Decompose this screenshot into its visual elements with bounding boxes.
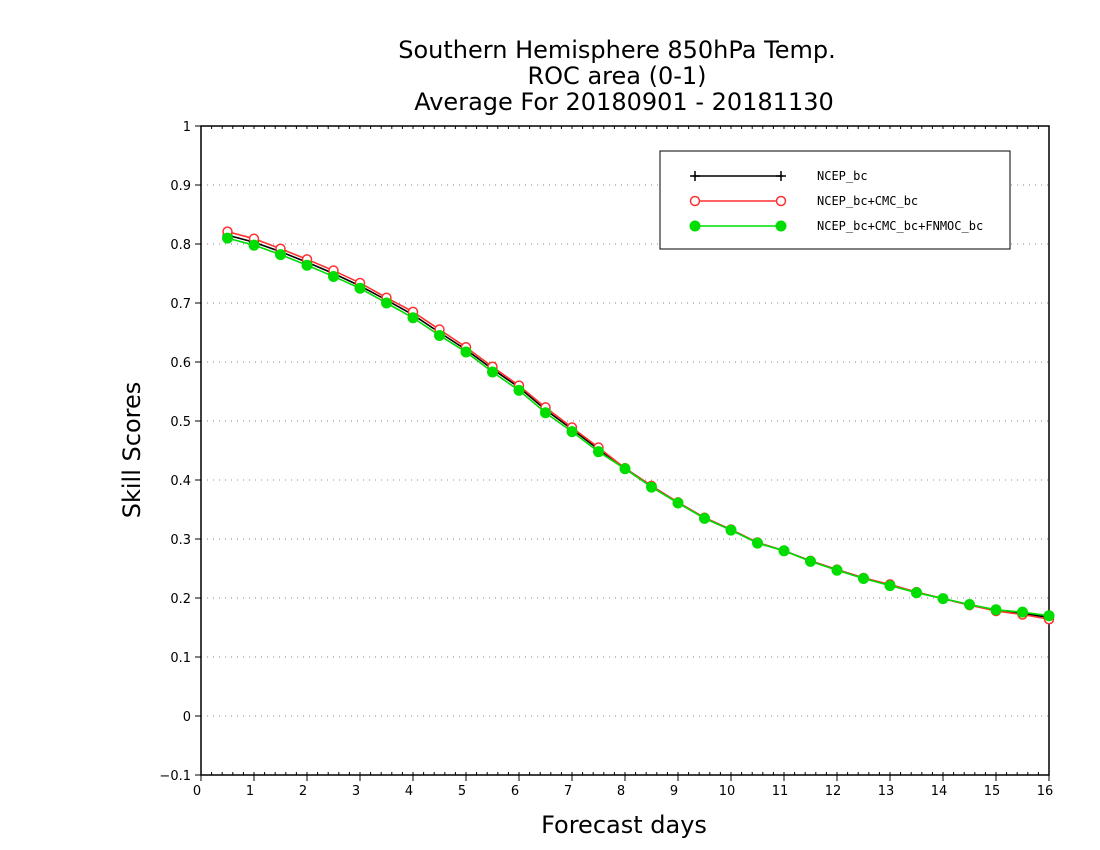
data-point — [540, 407, 551, 419]
chart-title: Southern Hemisphere 850hPa Temp. ROC are… — [398, 36, 835, 116]
x-tick-label: 3 — [352, 784, 360, 799]
legend-marker — [689, 195, 701, 207]
series-layer — [222, 226, 1055, 625]
y-tick-label: 0.3 — [170, 533, 191, 548]
y-tick-label: 0.1 — [170, 651, 191, 666]
y-tick-label: 0.6 — [170, 356, 191, 371]
series-line — [227, 234, 1050, 619]
x-tick-label: 13 — [878, 784, 895, 799]
x-tick-label: 16 — [1037, 784, 1054, 799]
data-point — [487, 366, 498, 378]
gridlines — [201, 184, 1049, 717]
data-point — [593, 446, 604, 458]
legend-marker — [690, 171, 700, 181]
y-axis-label: Skill Scores — [118, 382, 146, 519]
x-tick-label: 7 — [564, 784, 572, 799]
data-point — [301, 259, 313, 271]
data-point — [460, 346, 472, 358]
x-axis-label: Forecast days — [541, 811, 707, 839]
legend-marker — [689, 220, 701, 232]
legend-label: NCEP_bc — [817, 169, 868, 183]
y-tick-label: 0.9 — [170, 179, 191, 194]
x-tick-label: 11 — [772, 784, 789, 799]
y-tick-label: 0.5 — [170, 415, 191, 430]
data-point — [911, 587, 922, 599]
data-point — [884, 580, 896, 592]
legend-box — [659, 150, 1011, 250]
data-point — [805, 555, 816, 567]
chart-title-line-1: Southern Hemisphere 850hPa Temp. — [398, 36, 835, 64]
x-tick-label: 8 — [617, 784, 625, 799]
data-point — [513, 384, 525, 396]
data-point — [381, 297, 392, 309]
x-tick-label: 4 — [405, 784, 413, 799]
x-tick-label: 1 — [246, 784, 254, 799]
legend-entry-1: NCEP_bc+CMC_bc — [689, 194, 918, 208]
legend: NCEP_bc NCEP_bc+CMC_bc NCEP_bc+CMC_bc+FNMO… — [659, 150, 1011, 250]
data-point — [619, 463, 631, 475]
data-point — [646, 481, 657, 493]
legend-label: NCEP_bc+CMC_bc+FNMOC_bc — [817, 219, 983, 233]
x-tick-label: 5 — [458, 784, 466, 799]
y-tick-label: 0.4 — [170, 474, 191, 489]
data-point — [672, 497, 684, 509]
y-tick-label: −0.1 — [159, 769, 191, 784]
legend-entry-2: NCEP_bc+CMC_bc+FNMOC_bc — [689, 219, 983, 233]
legend-marker — [775, 195, 787, 207]
data-point — [566, 426, 578, 438]
legend-label: NCEP_bc+CMC_bc — [817, 194, 918, 208]
x-tick-label: 9 — [670, 784, 678, 799]
series-0 — [222, 230, 1054, 623]
legend-entry-0: NCEP_bc — [690, 169, 868, 183]
data-point — [1043, 610, 1055, 622]
x-tick-label: 15 — [984, 784, 1001, 799]
x-tick-label: 6 — [511, 784, 519, 799]
y-tick-label: 0 — [183, 710, 191, 725]
data-point — [434, 329, 445, 341]
data-point — [275, 249, 286, 261]
data-point — [990, 604, 1002, 616]
x-axis-ticks: 0 1 2 3 4 5 6 7 8 9 10 11 12 13 14 15 16 — [193, 126, 1053, 799]
y-axis-ticks: −0.1 0 0.1 0.2 0.3 0.4 0.5 0.6 0.7 0.8 0.9 1 — [159, 120, 201, 784]
series-1 — [222, 226, 1055, 625]
y-tick-label: 0.2 — [170, 592, 191, 607]
data-point — [699, 512, 710, 524]
series-line — [227, 237, 1050, 617]
data-point — [222, 232, 233, 244]
data-point — [725, 524, 737, 536]
chart-title-line-2: ROC area (0-1) — [527, 62, 706, 90]
x-tick-label: 12 — [825, 784, 842, 799]
data-point — [328, 270, 339, 282]
data-point — [354, 282, 366, 294]
data-point — [858, 573, 869, 585]
x-tick-label: 10 — [719, 784, 736, 799]
data-point — [248, 239, 260, 251]
data-point — [964, 598, 975, 610]
y-tick-label: 0.8 — [170, 238, 191, 253]
x-tick-label: 0 — [193, 784, 201, 799]
series-2 — [222, 232, 1055, 622]
data-point — [937, 593, 949, 605]
data-point — [1017, 606, 1028, 618]
data-point — [752, 537, 763, 549]
legend-marker — [776, 171, 786, 181]
x-tick-label: 14 — [931, 784, 948, 799]
legend-marker — [775, 220, 787, 232]
data-point — [407, 312, 419, 324]
x-tick-label: 2 — [299, 784, 307, 799]
y-tick-label: 0.7 — [170, 297, 191, 312]
data-point — [831, 564, 843, 576]
data-point — [778, 545, 790, 557]
chart-title-line-3: Average For 20180901 - 20181130 — [414, 88, 834, 116]
y-tick-label: 1 — [183, 120, 191, 135]
series-line — [227, 230, 1050, 621]
